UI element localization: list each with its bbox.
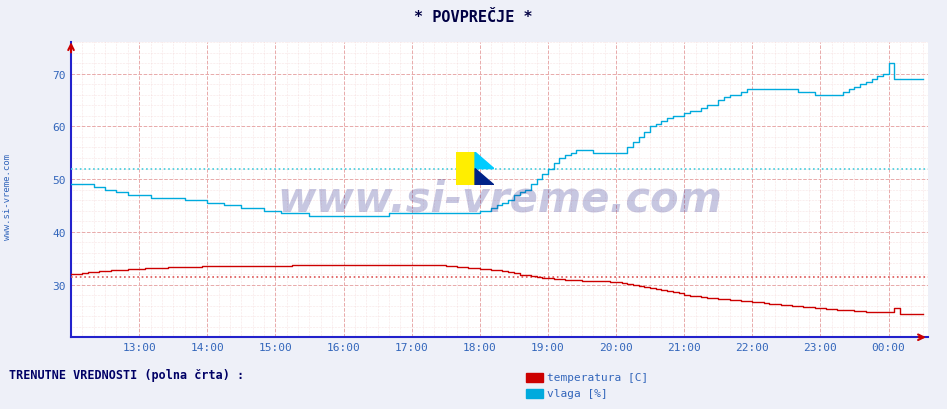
Text: vlaga [%]: vlaga [%] — [547, 388, 608, 398]
Polygon shape — [475, 169, 494, 186]
Text: www.si-vreme.com: www.si-vreme.com — [3, 153, 12, 239]
Text: www.si-vreme.com: www.si-vreme.com — [277, 178, 722, 220]
Text: temperatura [C]: temperatura [C] — [547, 373, 649, 382]
Text: * POVPREČJE *: * POVPREČJE * — [414, 10, 533, 25]
Text: TRENUTNE VREDNOSTI (polna črta) :: TRENUTNE VREDNOSTI (polna črta) : — [9, 368, 244, 381]
Polygon shape — [456, 153, 475, 186]
Polygon shape — [475, 153, 494, 169]
